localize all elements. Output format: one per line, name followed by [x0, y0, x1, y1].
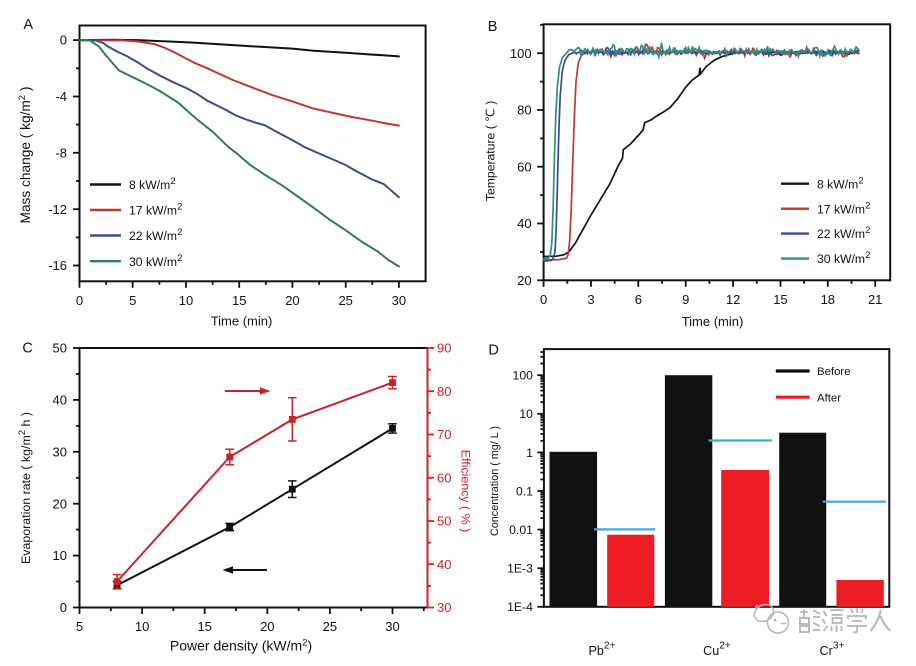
svg-text:8 kW/m2: 8 kW/m2 — [129, 176, 176, 192]
svg-text:C: C — [22, 341, 32, 357]
svg-text:15: 15 — [773, 292, 787, 307]
svg-text:10: 10 — [179, 293, 193, 308]
svg-text:50: 50 — [437, 514, 451, 529]
svg-text:17 kW/m2: 17 kW/m2 — [817, 200, 870, 216]
svg-text:0.01: 0.01 — [509, 523, 533, 537]
svg-text:100: 100 — [510, 46, 532, 61]
svg-text:Cr3+: Cr3+ — [820, 641, 845, 658]
svg-text:Time (min): Time (min) — [682, 314, 744, 329]
svg-text:D: D — [488, 343, 498, 359]
svg-text:Pb2+: Pb2+ — [588, 641, 615, 658]
svg-text:21: 21 — [868, 292, 882, 307]
svg-text:70: 70 — [437, 427, 451, 442]
svg-text:40: 40 — [517, 216, 531, 231]
svg-text:-4: -4 — [55, 89, 67, 104]
svg-text:Concentration ( mg/ L ): Concentration ( mg/ L ) — [489, 426, 501, 536]
svg-text:30: 30 — [392, 293, 406, 308]
svg-text:60: 60 — [517, 159, 531, 174]
svg-text:40: 40 — [437, 557, 451, 572]
svg-text:0.1: 0.1 — [516, 484, 533, 498]
svg-text:10: 10 — [135, 619, 149, 634]
svg-text:30 kW/m2: 30 kW/m2 — [129, 253, 182, 269]
svg-text:30: 30 — [385, 619, 399, 634]
svg-text:Power density (kW/m2): Power density (kW/m2) — [170, 638, 312, 654]
svg-text:0: 0 — [76, 293, 83, 308]
svg-text:30 kW/m2: 30 kW/m2 — [817, 250, 870, 266]
svg-text:1E-3: 1E-3 — [507, 562, 533, 576]
svg-text:60: 60 — [437, 470, 451, 485]
svg-text:6: 6 — [635, 292, 642, 307]
svg-text:20: 20 — [517, 273, 531, 288]
svg-text:80: 80 — [517, 103, 531, 118]
svg-text:30: 30 — [437, 600, 451, 615]
svg-text:10: 10 — [53, 548, 67, 563]
svg-text:25: 25 — [338, 293, 352, 308]
svg-text:8 kW/m2: 8 kW/m2 — [817, 175, 864, 191]
svg-text:Temperature ( ℃ ): Temperature ( ℃ ) — [484, 101, 498, 201]
svg-text:-12: -12 — [48, 202, 67, 217]
svg-text:0: 0 — [60, 600, 67, 615]
svg-text:25: 25 — [323, 619, 337, 634]
svg-text:17 kW/m2: 17 kW/m2 — [129, 202, 182, 218]
svg-text:Time (min): Time (min) — [211, 314, 273, 329]
svg-text:20: 20 — [53, 496, 67, 511]
svg-text:22 kW/m2: 22 kW/m2 — [129, 227, 182, 243]
svg-text:15: 15 — [197, 619, 211, 634]
svg-text:Efficiency ( % ): Efficiency ( % ) — [459, 450, 473, 532]
svg-text:18: 18 — [821, 292, 835, 307]
svg-text:Cu2+: Cu2+ — [703, 641, 731, 658]
svg-text:1: 1 — [526, 446, 533, 460]
svg-text:Mass change ( kg/m2 ): Mass change ( kg/m2 ) — [17, 87, 33, 224]
svg-text:0: 0 — [60, 33, 67, 48]
svg-text:5: 5 — [76, 619, 83, 634]
svg-text:Before: Before — [817, 366, 851, 378]
svg-text:5: 5 — [129, 293, 136, 308]
svg-text:B: B — [488, 19, 498, 35]
svg-text:40: 40 — [53, 393, 67, 408]
svg-text:3: 3 — [587, 292, 594, 307]
svg-text:30: 30 — [53, 444, 67, 459]
svg-text:-8: -8 — [55, 145, 67, 160]
svg-text:A: A — [23, 17, 33, 33]
svg-text:12: 12 — [726, 292, 740, 307]
svg-text:22 kW/m2: 22 kW/m2 — [817, 225, 870, 241]
svg-text:50: 50 — [53, 341, 67, 356]
svg-text:0: 0 — [540, 292, 547, 307]
svg-text:9: 9 — [682, 292, 689, 307]
svg-text:10: 10 — [519, 407, 533, 421]
svg-text:100: 100 — [513, 369, 534, 383]
svg-text:1E-4: 1E-4 — [507, 600, 533, 614]
svg-text:15: 15 — [232, 293, 246, 308]
svg-text:After: After — [817, 392, 841, 404]
svg-text:-16: -16 — [48, 258, 67, 273]
svg-text:80: 80 — [437, 384, 451, 399]
svg-text:Evaporation rate ( kg/m2 h ): Evaporation rate ( kg/m2 h ) — [17, 412, 33, 564]
svg-text:90: 90 — [437, 341, 451, 356]
svg-text:20: 20 — [260, 619, 274, 634]
svg-text:20: 20 — [285, 293, 299, 308]
